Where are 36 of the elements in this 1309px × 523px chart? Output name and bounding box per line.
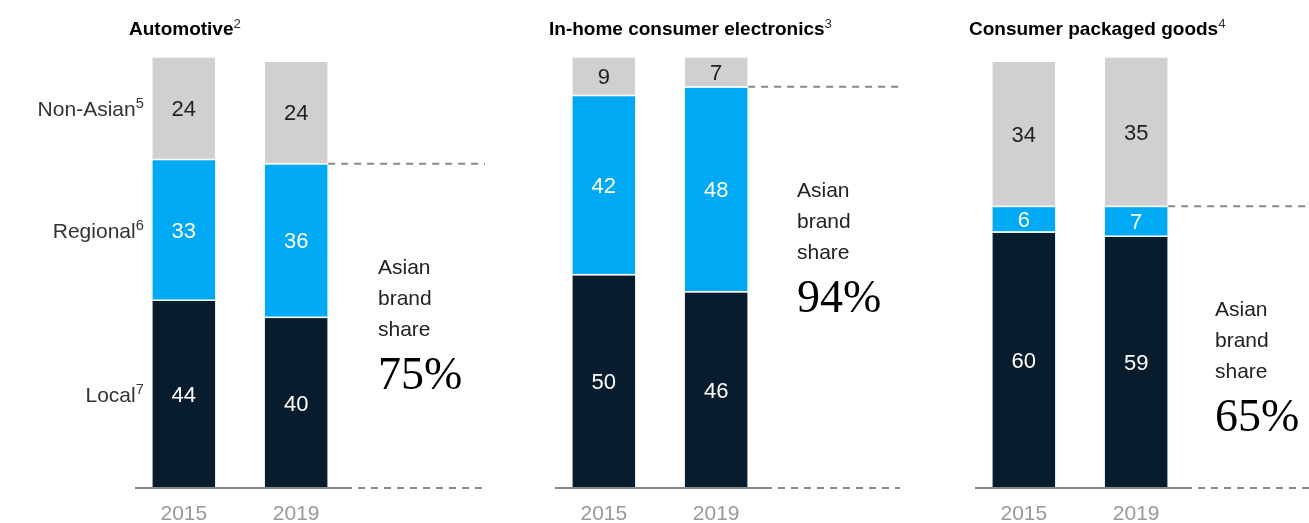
- x-tick-label: 2019: [1112, 501, 1160, 523]
- text: 65%: [1215, 390, 1300, 442]
- text: Asian brand share: [1215, 297, 1269, 383]
- data-label: 42: [591, 173, 617, 199]
- data-label: 40: [283, 390, 309, 416]
- data-label: 35: [1123, 119, 1149, 145]
- x-tick-label: 2015: [160, 501, 208, 523]
- x-tick-label: 2019: [272, 501, 320, 523]
- data-label: 48: [703, 177, 729, 203]
- x-tick-label: 2015: [580, 501, 628, 523]
- data-label: 60: [1011, 347, 1037, 373]
- chart-title: Consumer packaged goods$^{4}$: [969, 15, 1226, 39]
- series-label: Regional$^{6}$: [52, 216, 144, 242]
- chart-title: Automotive$^{2}$: [129, 15, 241, 39]
- text: Asian brand share: [797, 177, 851, 263]
- data-label: 7: [710, 59, 723, 85]
- data-label: 50: [591, 369, 617, 395]
- text: 75%: [378, 347, 463, 399]
- data-label: 7: [1130, 209, 1143, 235]
- data-label: 33: [171, 217, 197, 243]
- x-tick-label: 2015: [1000, 501, 1048, 523]
- data-label: 6: [1017, 207, 1030, 233]
- data-label: 24: [171, 96, 197, 122]
- data-label: 9: [597, 64, 610, 90]
- text: Asian brand share: [378, 254, 432, 340]
- data-label: 44: [171, 382, 197, 408]
- data-label: 59: [1123, 350, 1149, 376]
- text: 94%: [797, 270, 882, 322]
- chart-title: In-home consumer electronics$^{3}$: [549, 15, 832, 39]
- series-label: Non-Asian$^{5}$: [37, 95, 144, 121]
- data-label: 24: [283, 100, 309, 126]
- data-label: 34: [1011, 121, 1037, 147]
- series-label: Local$^{7}$: [85, 381, 144, 407]
- data-label: 46: [703, 377, 729, 403]
- x-tick-label: 2019: [692, 501, 740, 523]
- data-label: 36: [283, 228, 309, 254]
